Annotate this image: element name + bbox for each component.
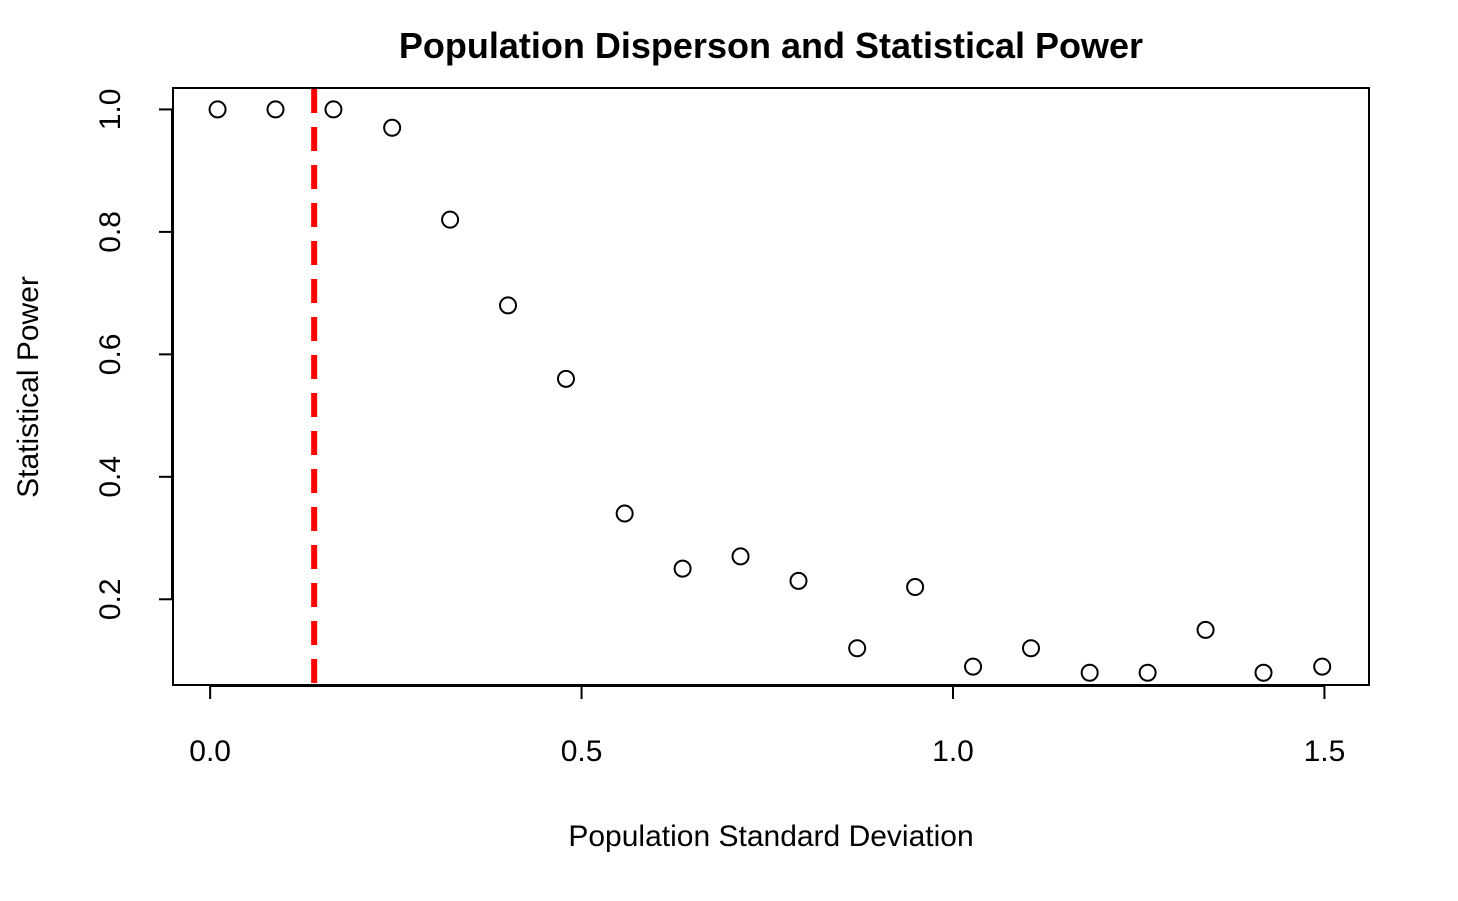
y-tick-label: 1.0: [94, 89, 127, 131]
data-point: [1022, 639, 1040, 658]
plot-area: [208, 89, 1332, 684]
y-tick-label: 0.6: [94, 333, 127, 375]
data-point: [1254, 663, 1273, 682]
y-tick-label: 0.8: [94, 211, 127, 253]
data-point: [441, 210, 460, 229]
data-point: [673, 559, 692, 578]
data-point: [208, 100, 227, 119]
y-axis: 0.2 0.4 0.6 0.8 1.0: [94, 89, 173, 620]
x-axis: 0.0 0.5 1.0 1.5: [189, 685, 1345, 768]
y-axis-label: Statistical Power: [12, 276, 45, 498]
plot-frame: [172, 87, 1370, 686]
data-point: [499, 296, 518, 315]
data-point: [1080, 663, 1099, 682]
data-point: [383, 118, 402, 137]
data-point: [1138, 663, 1157, 682]
data-point: [324, 100, 343, 119]
data-point: [789, 571, 808, 590]
chart-title: Population Disperson and Statistical Pow…: [399, 25, 1143, 66]
data-point: [1196, 620, 1215, 639]
data-point: [964, 657, 983, 676]
y-tick-label: 0.4: [94, 456, 127, 498]
x-axis-label: Population Standard Deviation: [568, 820, 973, 853]
y-tick-label: 0.2: [94, 578, 127, 620]
x-tick-label: 0.5: [561, 735, 603, 768]
data-point: [1313, 657, 1332, 676]
data-point: [731, 547, 750, 566]
x-tick-label: 1.5: [1304, 735, 1346, 768]
x-tick-label: 1.0: [932, 735, 974, 768]
data-point: [556, 369, 575, 388]
data-point: [615, 504, 634, 523]
data-point: [848, 639, 867, 658]
data-point: [266, 100, 285, 119]
data-point: [906, 578, 925, 597]
x-tick-label: 0.0: [189, 735, 231, 768]
